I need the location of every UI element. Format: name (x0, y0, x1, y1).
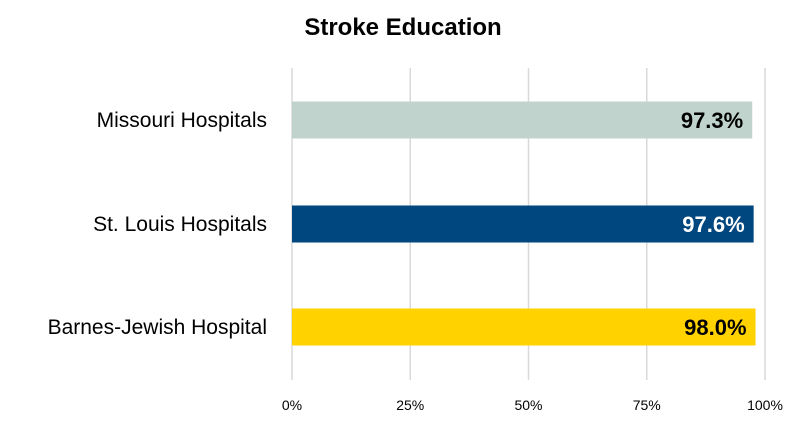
x-tick-label: 50% (514, 397, 542, 413)
data-label: 97.3% (681, 108, 743, 133)
bar (292, 308, 756, 346)
chart-title: Stroke Education (304, 14, 502, 41)
x-tick-label: 100% (747, 397, 783, 413)
category-label: Missouri Hospitals (97, 109, 267, 132)
bar (292, 205, 754, 243)
category-label: Barnes-Jewish Hospital (48, 316, 267, 339)
bar (292, 101, 753, 139)
x-tick-label: 75% (633, 397, 661, 413)
data-label: 97.6% (682, 212, 744, 237)
data-label: 98.0% (684, 315, 746, 340)
category-label: St. Louis Hospitals (93, 213, 267, 236)
x-tick-label: 25% (396, 397, 424, 413)
x-tick-label: 0% (282, 397, 302, 413)
